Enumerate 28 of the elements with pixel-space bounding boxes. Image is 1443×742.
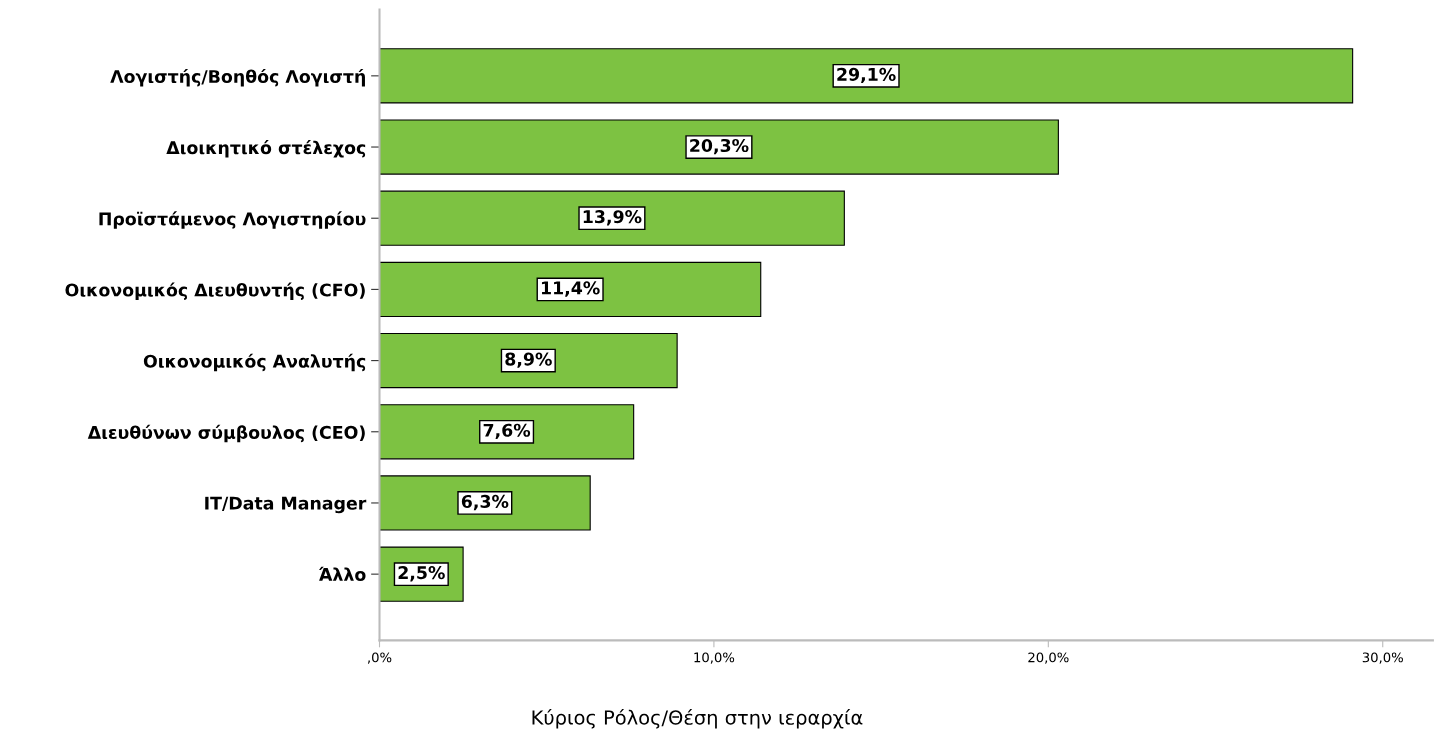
bar [379, 190, 845, 246]
y-tick-label: Διευθύνων σύμβουλος (CEO) [87, 424, 365, 443]
x-tick-label: 20,0% [1028, 652, 1069, 664]
data-label: 29,1% [837, 67, 896, 84]
y-tick-label: Άλλο [319, 566, 366, 581]
data-label: 13,9% [583, 210, 642, 226]
bar [379, 475, 591, 531]
bar [379, 404, 635, 460]
y-tick-label: IT/Data Manager [205, 496, 367, 514]
data-label: 7,6% [483, 423, 531, 440]
x-tick-label: ,0% [367, 652, 392, 664]
data-label: 6,3% [461, 494, 509, 511]
y-tick-label: Λογιστής/Βοηθός Λογιστή [110, 68, 365, 87]
bar [379, 119, 1059, 175]
y-tick-label: Διοικητικό στέλεχος [166, 140, 366, 158]
y-tick-label: Οικονομικός Αναλυτής [143, 353, 366, 372]
data-label: 2,5% [398, 566, 445, 582]
data-label: 20,3% [690, 138, 749, 155]
bar [379, 261, 762, 318]
y-tick-label: Οικονομικός Διευθυντής (CFO) [65, 282, 365, 300]
data-label: 11,4% [541, 281, 600, 297]
bar [379, 48, 1354, 104]
x-axis-title: Κύριος Ρόλος/Θέση στην ιεραρχία [532, 709, 863, 729]
y-tick-label: Προϊστάμενος Λογιστηρίου [99, 211, 366, 229]
x-tick-label: 10,0% [694, 652, 735, 664]
x-tick-label: 30,0% [1362, 652, 1403, 664]
data-label: 8,9% [505, 352, 552, 368]
bar [379, 332, 678, 389]
